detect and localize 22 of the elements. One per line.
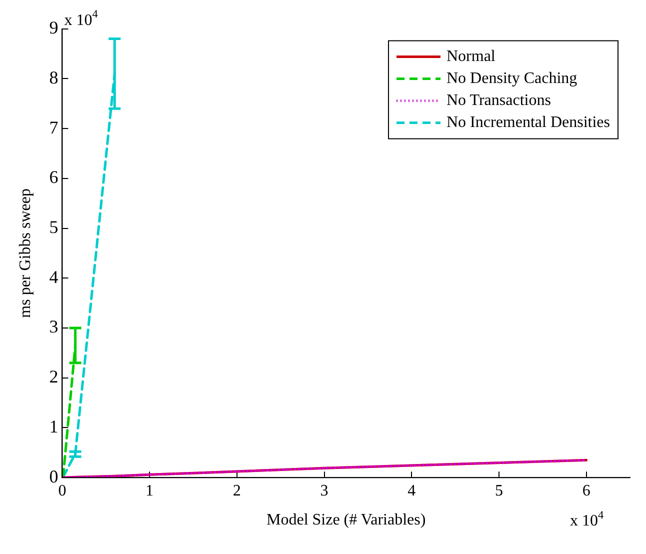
legend-label: Normal — [446, 48, 496, 66]
y-tick-label: 9 — [49, 18, 58, 38]
y-tick-label: 2 — [49, 366, 58, 387]
y-tick-label: 3 — [49, 316, 58, 337]
y-tick-label: 6 — [49, 167, 58, 188]
y-tick-label: 0 — [49, 466, 58, 486]
x-tick-label: 3 — [320, 482, 328, 500]
x-tick-label: 4 — [408, 482, 416, 500]
y-tick-label: 8 — [49, 67, 58, 88]
legend-label: No Transactions — [446, 92, 551, 110]
legend-label: No Incremental Densities — [446, 114, 610, 132]
y-tick-label: 5 — [49, 217, 58, 237]
x-tick-label: 6 — [582, 482, 590, 500]
y-tick-label: 4 — [49, 266, 58, 287]
x-tick-label: 1 — [146, 482, 154, 500]
x-axis-title: Model Size (# Variables) — [266, 512, 426, 529]
y-tick-label: 7 — [49, 117, 58, 138]
y-axis-title: ms per Gibbs sweep — [16, 188, 34, 318]
x-tick-label: 2 — [232, 482, 241, 500]
x-tick-label: 5 — [494, 482, 503, 500]
y-tick-label: 1 — [49, 416, 58, 436]
legend-label: No Density Caching — [446, 70, 578, 88]
